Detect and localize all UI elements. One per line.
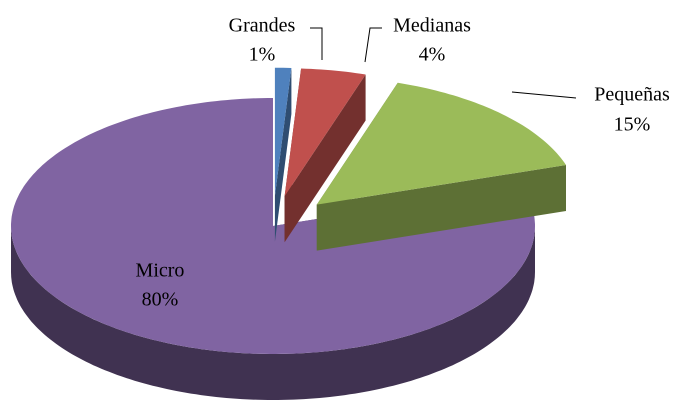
slice-side (11, 226, 535, 400)
slice (274, 67, 292, 196)
slice-label: Micro (136, 260, 185, 282)
slice-label: Grandes (229, 15, 296, 37)
slice-value-label: 1% (249, 44, 276, 66)
slice-wall (274, 68, 292, 242)
slice-wall (316, 165, 566, 251)
slice-value-label: 80% (142, 289, 179, 311)
slice-label: Pequeñas (594, 84, 670, 106)
pie (11, 67, 566, 400)
slice (316, 82, 566, 205)
slice (11, 98, 535, 354)
slice-value-label: 4% (419, 44, 446, 66)
leader-line (310, 27, 323, 60)
slice-label: Medianas (393, 15, 471, 37)
slice (284, 68, 366, 197)
leader-line (511, 91, 577, 99)
slice-value-label: 15% (614, 114, 651, 136)
leader-line (364, 27, 382, 63)
slice-wall (284, 74, 366, 243)
